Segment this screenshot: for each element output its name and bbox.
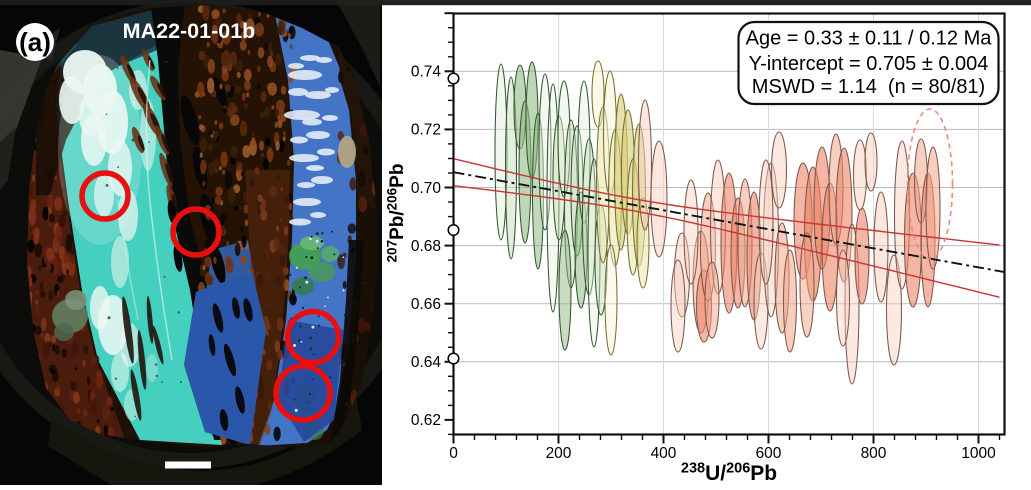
svg-text:0.68: 0.68 [411, 238, 441, 255]
svg-text:0.64: 0.64 [411, 354, 442, 371]
svg-text:238U/206Pb: 238U/206Pb [681, 461, 777, 486]
svg-text:0.62: 0.62 [411, 412, 441, 429]
svg-text:Age = 0.33 ± 0.11 / 0.12 Ma: Age = 0.33 ± 0.11 / 0.12 Ma [746, 28, 993, 50]
svg-text:MA22-01-01b: MA22-01-01b [123, 19, 256, 43]
svg-text:0: 0 [449, 445, 458, 462]
svg-text:200: 200 [546, 445, 572, 462]
svg-text:0.72: 0.72 [411, 122, 441, 139]
svg-text:MSWD = 1.14 (n = 80/81): MSWD = 1.14 (n = 80/81) [752, 76, 985, 98]
svg-text:(a): (a) [19, 27, 51, 57]
svg-text:Y-intercept = 0.705 ± 0.004: Y-intercept = 0.705 ± 0.004 [749, 53, 989, 75]
svg-text:1000: 1000 [961, 445, 996, 462]
svg-text:800: 800 [861, 445, 887, 462]
svg-text:0.70: 0.70 [411, 180, 442, 197]
svg-text:400: 400 [651, 445, 677, 462]
svg-text:0.74: 0.74 [411, 64, 442, 81]
svg-text:207Pb/206Pb: 207Pb/206Pb [385, 164, 409, 263]
svg-text:0.66: 0.66 [411, 296, 441, 313]
svg-text:600: 600 [756, 445, 782, 462]
